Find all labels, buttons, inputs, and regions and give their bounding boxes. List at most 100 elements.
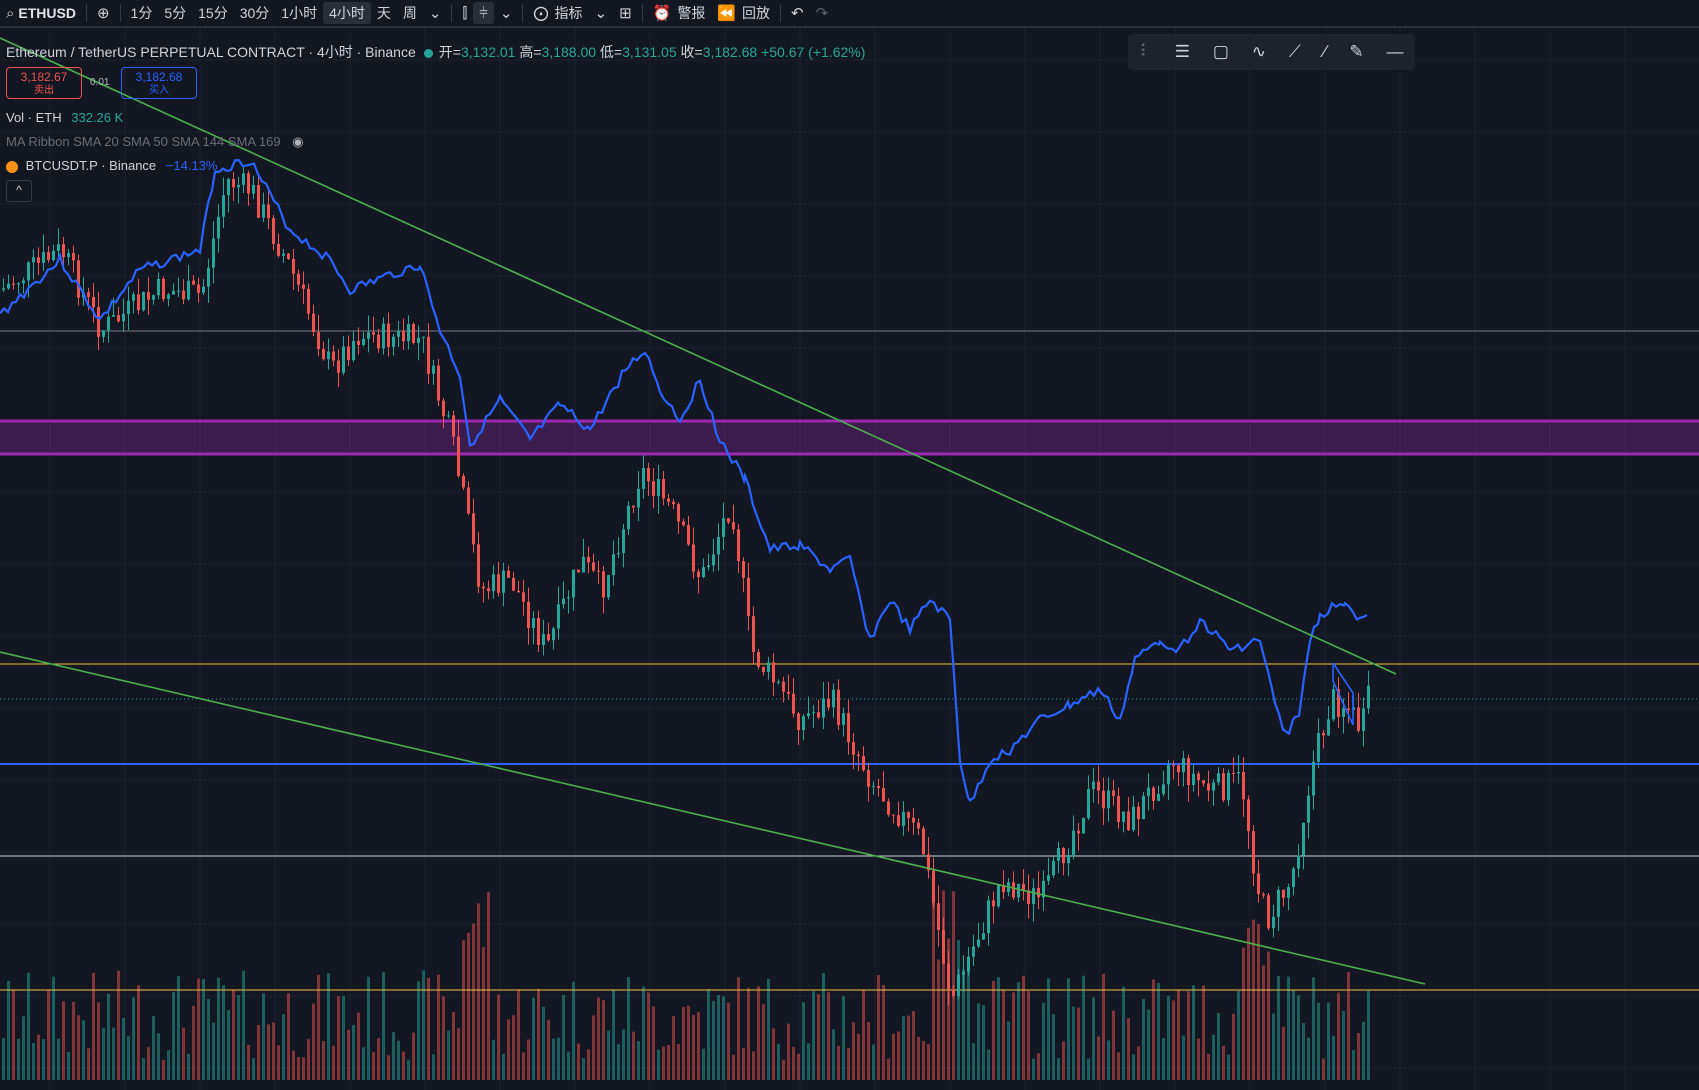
- ma-ribbon-legend[interactable]: MA Ribbon SMA 20 SMA 50 SMA 144 SMA 169 …: [6, 134, 304, 150]
- candle-body: [872, 786, 875, 788]
- eye-off-icon[interactable]: ◉: [292, 134, 304, 149]
- candle-body: [397, 330, 400, 337]
- candle-body: [752, 616, 755, 652]
- volume-bar: [37, 1034, 40, 1080]
- rectangle-icon[interactable]: ▢: [1212, 42, 1229, 61]
- indicators-label: 指标: [554, 5, 583, 21]
- candles-icon[interactable]: ⫩: [473, 2, 494, 24]
- candle-body: [967, 956, 970, 972]
- candles: [2, 166, 1370, 1006]
- candle-body: [527, 601, 530, 628]
- lower-trend-line: [0, 651, 1426, 985]
- horizontal-ray-icon[interactable]: —: [1386, 42, 1404, 61]
- volume-bar: [707, 989, 710, 1080]
- candle-body: [1247, 799, 1250, 832]
- candle-body: [447, 415, 450, 417]
- volume-bar: [427, 977, 430, 1080]
- volume-bar: [877, 975, 880, 1080]
- candle-body: [742, 561, 745, 578]
- replay-icon: ⏪: [717, 5, 737, 22]
- candle-body: [1257, 873, 1260, 894]
- symbol-search[interactable]: ⌕ ETHUSD: [0, 0, 82, 26]
- collapse-legend-button[interactable]: ^: [6, 180, 32, 202]
- volume-bar: [502, 1053, 505, 1080]
- candle-body: [1287, 887, 1290, 898]
- volume-bar: [667, 1045, 670, 1080]
- drag-handle-icon[interactable]: ⠇: [1139, 42, 1152, 61]
- candle-body: [557, 604, 560, 629]
- compare-legend[interactable]: BTCUSDT.P · Binance −14.13%: [6, 158, 217, 173]
- candle-body: [962, 971, 965, 975]
- volume-bar: [367, 976, 370, 1080]
- volume-bar: [202, 979, 205, 1080]
- volume-bar: [887, 1058, 890, 1080]
- plus-circle-icon[interactable]: ⊕: [96, 5, 110, 22]
- candle-body: [862, 755, 865, 771]
- volume-bar: [907, 1015, 910, 1080]
- interval-1h[interactable]: 1小时: [281, 5, 318, 21]
- candle-body: [372, 332, 375, 335]
- volume-bar: [1232, 1013, 1235, 1080]
- replay-button[interactable]: ⏪ 回放: [711, 0, 776, 26]
- candle-body: [1077, 830, 1080, 834]
- candle-body: [1002, 885, 1005, 893]
- volume-bar: [412, 1032, 415, 1080]
- volume-bar: [1277, 976, 1280, 1080]
- interval-1w[interactable]: 周: [402, 5, 417, 21]
- interval-4h[interactable]: 4小时: [323, 2, 371, 24]
- volume-bar: [262, 993, 265, 1080]
- candle-body: [127, 300, 130, 315]
- volume-bar: [92, 972, 95, 1080]
- bar-style-icon[interactable]: ⫿: [462, 4, 468, 22]
- volume-bar: [1327, 1002, 1330, 1080]
- undo-icon[interactable]: ↶: [791, 5, 804, 22]
- candle-body: [162, 278, 165, 299]
- redo-icon[interactable]: ↷: [815, 5, 829, 22]
- layout-grid-icon[interactable]: ⊞: [619, 5, 632, 22]
- interval-30m[interactable]: 30分: [239, 5, 270, 21]
- candle-body: [272, 218, 275, 244]
- chevron-down-icon[interactable]: ⌄: [499, 5, 513, 22]
- price-chart[interactable]: [0, 28, 1699, 1090]
- volume-bar: [47, 990, 50, 1080]
- sell-button[interactable]: 3,182.67 卖出: [6, 67, 82, 99]
- candle-body: [332, 351, 335, 361]
- volume-bar: [587, 1049, 590, 1080]
- candle-body: [657, 478, 660, 497]
- chevron-down-icon[interactable]: ⌄: [594, 5, 608, 22]
- interval-1d[interactable]: 天: [376, 5, 391, 21]
- trend-icon[interactable]: ⟋: [1288, 42, 1301, 61]
- interval-15m[interactable]: 15分: [198, 5, 228, 21]
- candle-body: [1017, 883, 1020, 898]
- volume-legend[interactable]: Vol · ETH 332.26 K: [6, 110, 123, 125]
- buy-button[interactable]: 3,182.68 买入: [121, 67, 197, 99]
- candle-body: [1237, 772, 1240, 774]
- indicators-button[interactable]: ⨀ 指标: [527, 0, 588, 26]
- pen-icon[interactable]: ✎: [1349, 42, 1364, 61]
- volume-bar: [417, 981, 420, 1080]
- candle-body: [1297, 855, 1300, 869]
- volume-bar: [307, 1039, 310, 1080]
- ray-icon[interactable]: ∕: [1323, 42, 1327, 61]
- chevron-down-icon[interactable]: ⌄: [428, 5, 442, 22]
- volume-bar: [1012, 992, 1015, 1080]
- candle-body: [1157, 793, 1160, 801]
- btc-logo-icon: [6, 160, 18, 173]
- candle-body: [627, 505, 630, 530]
- sell-price: 3,182.67: [20, 70, 68, 84]
- candle-body: [1092, 781, 1095, 790]
- interval-1m[interactable]: 1分: [130, 5, 153, 21]
- volume-bar: [927, 1044, 930, 1080]
- interval-5m[interactable]: 5分: [164, 5, 187, 21]
- volume-bar: [242, 970, 245, 1080]
- high-label: 高=: [519, 44, 542, 60]
- candle-body: [537, 618, 540, 646]
- lines-icon[interactable]: ☰: [1174, 42, 1190, 61]
- alert-button[interactable]: ⏰ 警报: [647, 0, 712, 26]
- path-icon[interactable]: ∿: [1251, 42, 1267, 61]
- candle-body: [417, 337, 420, 343]
- candle-body: [1267, 895, 1270, 929]
- legend-title[interactable]: Ethereum / TetherUS PERPETUAL CONTRACT ·…: [6, 44, 416, 60]
- volume-bar: [567, 1051, 570, 1080]
- candle-body: [217, 216, 220, 239]
